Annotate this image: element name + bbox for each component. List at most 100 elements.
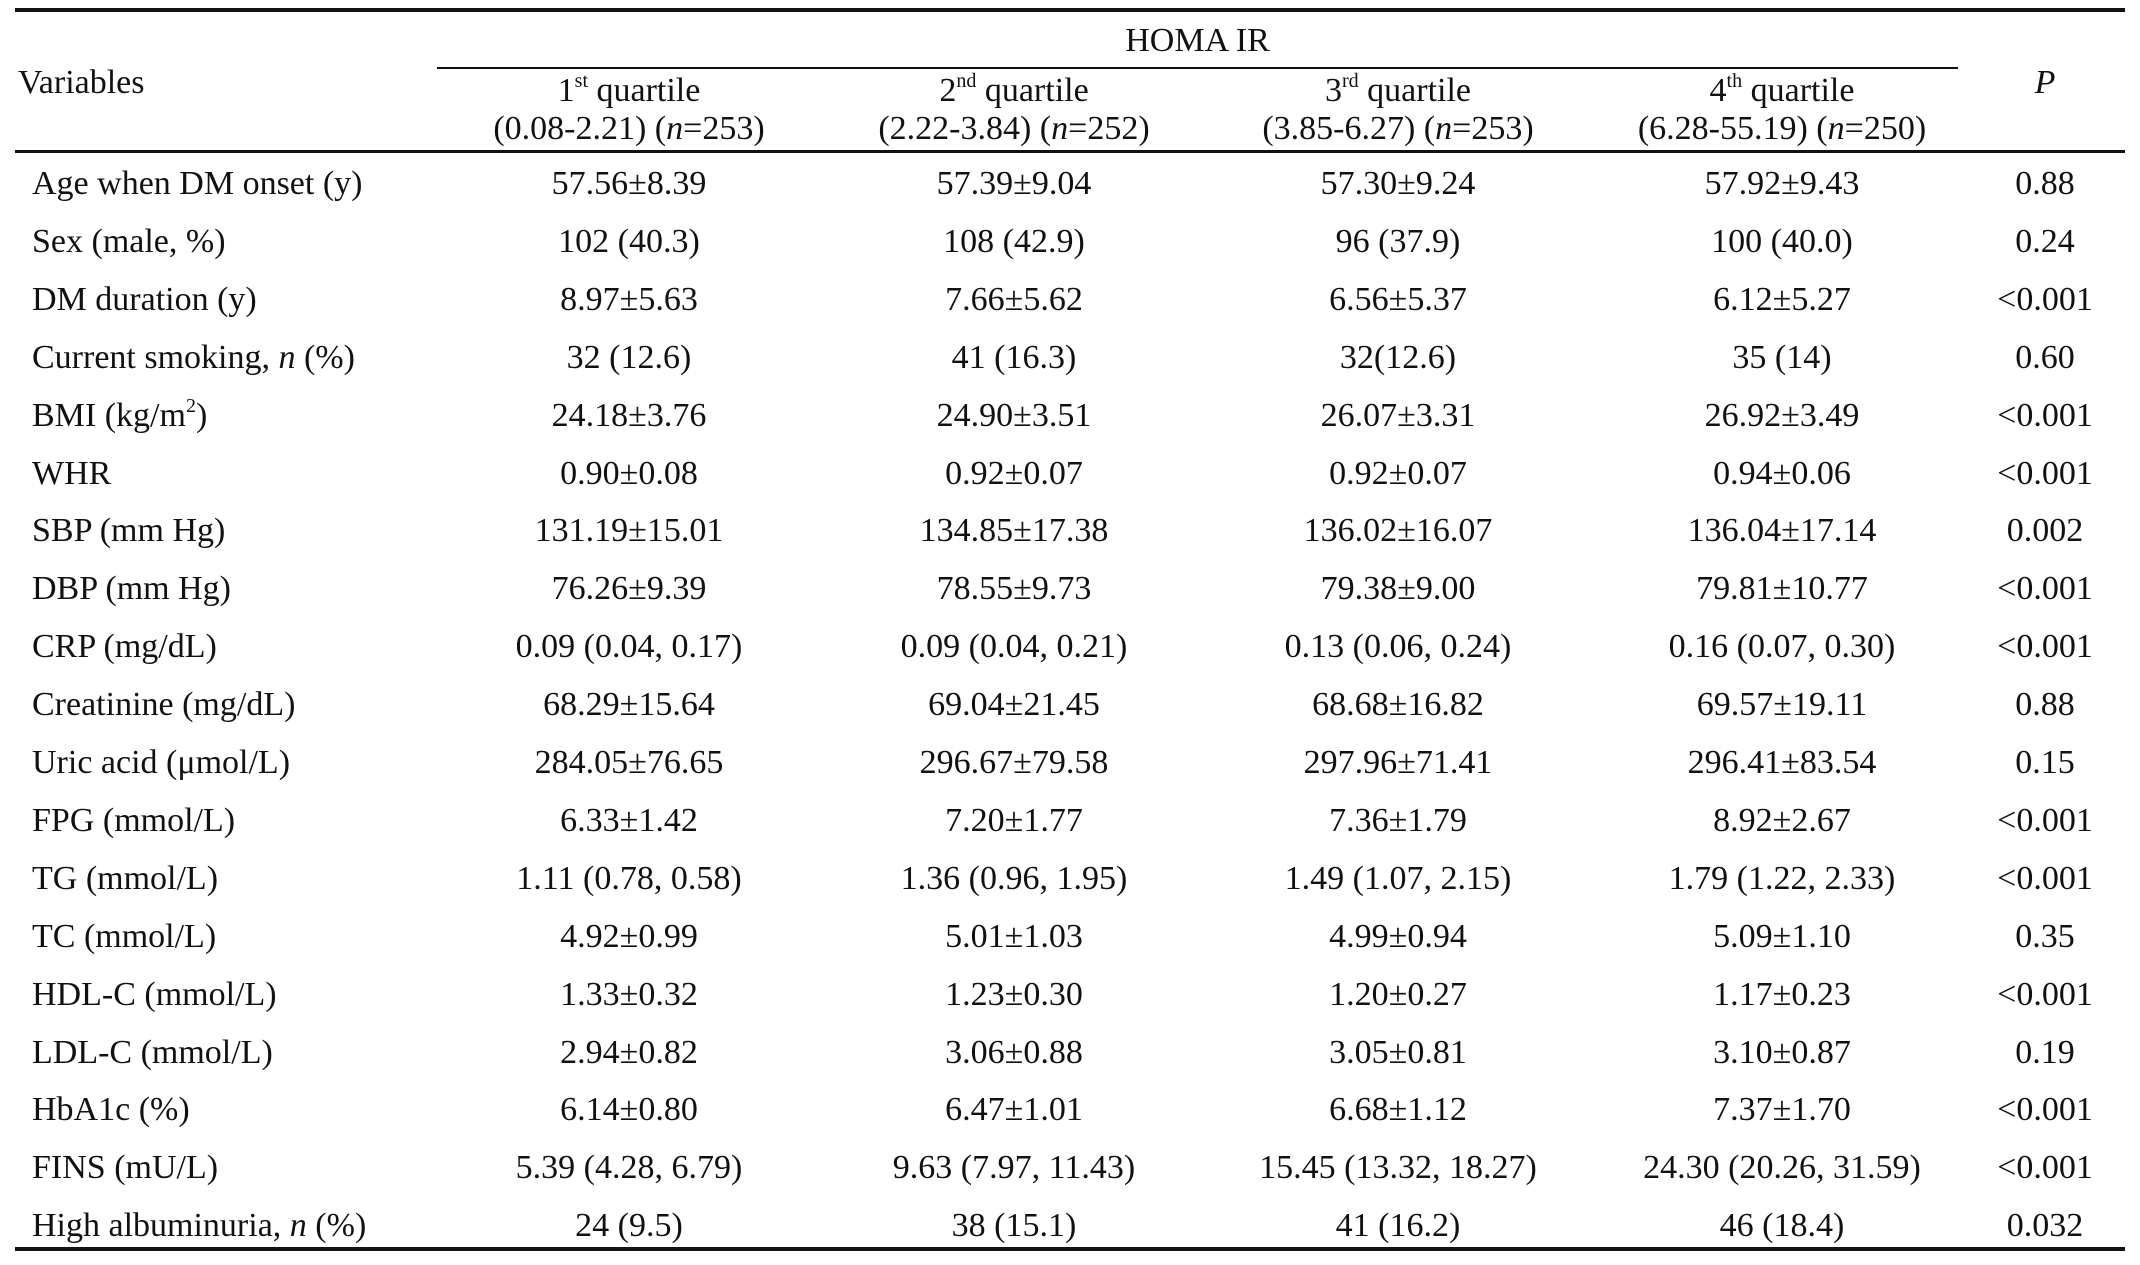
table-row: FPG (mmol/L) 6.33±1.42 7.20±1.77 7.36±1.79 8… [0,802,2140,860]
cell-quartile-1: 8.97±5.63 [560,280,698,318]
row-variable-label: SBP (mm Hg) [32,512,226,550]
header-quartile-4: 4th quartile (6.28-55.19) (n=250) [1637,70,1927,147]
row-variable-label: TG (mmol/L) [32,859,219,897]
cell-quartile-4: 0.94±0.06 [1713,454,1851,492]
cell-quartile-1: 32 (12.6) [566,338,692,376]
row-variable-label: Age when DM onset (y) [32,165,363,202]
cell-quartile-1: 4.92±0.99 [560,917,698,955]
cell-quartile-1: 2.94±0.82 [560,1033,698,1071]
table-row: Current smoking, n (%) 32 (12.6) 41 (16.3)… [0,339,2140,397]
cell-p-value: 0.24 [2015,222,2075,260]
table-row: BMI (kg/m2) 24.18±3.76 24.90±3.51 26.07±3.3… [0,396,2140,455]
table-row: LDL-C (mmol/L) 2.94±0.82 3.06±0.88 3.05±0.8… [0,1034,2140,1092]
cell-quartile-2: 108 (42.9) [943,222,1085,260]
row-variable-label: FINS (mU/L) [32,1149,219,1187]
cell-quartile-3: 68.68±16.82 [1312,686,1484,724]
table-row: HDL-C (mmol/L) 1.33±0.32 1.23±0.30 1.20±0.2… [0,976,2140,1034]
cell-p-value: 0.15 [2015,744,2075,781]
cell-quartile-2: 0.92±0.07 [945,454,1083,492]
row-variable-label: DM duration (y) [32,280,257,318]
cell-quartile-4: 1.79 (1.22, 2.33) [1668,859,1896,897]
row-variable-label: Current smoking, n (%) [32,338,355,376]
cell-quartile-4: 57.92±9.43 [1704,165,1860,202]
cell-quartile-2: 134.85±17.38 [919,512,1109,550]
cell-quartile-3: 26.07±3.31 [1320,396,1476,434]
cell-p-value: 0.88 [2015,686,2075,724]
cell-quartile-1: 1.33±0.32 [560,975,698,1013]
table-row: WHR 0.90±0.08 0.92±0.07 0.92±0.07 0.94±0.06 <… [0,455,2140,513]
header-quartile-1: 1st quartile (0.08-2.21) (n=253) [493,70,765,147]
cell-quartile-1: 24 (9.5) [575,1207,683,1245]
cell-quartile-1: 76.26±9.39 [551,570,707,608]
cell-p-value: <0.001 [1997,859,2093,897]
cell-quartile-4: 3.10±0.87 [1713,1033,1851,1071]
cell-quartile-2: 1.23±0.30 [945,975,1083,1013]
cell-quartile-2: 3.06±0.88 [945,1033,1083,1071]
bottom-rule [15,1247,2125,1251]
row-variable-label: WHR [32,454,112,492]
cell-quartile-1: 5.39 (4.28, 6.79) [515,1149,743,1187]
cell-quartile-4: 69.57±19.11 [1696,686,1868,724]
cell-p-value: 0.60 [2015,338,2075,376]
cell-quartile-2: 41 (16.3) [951,338,1077,376]
table-row: DM duration (y) 8.97±5.63 7.66±5.62 6.56±5.… [0,281,2140,339]
table-row: HbA1c (%) 6.14±0.80 6.47±1.01 6.68±1.12 7.37… [0,1091,2140,1149]
cell-quartile-1: 0.09 (0.04, 0.17) [515,628,743,666]
cell-quartile-2: 7.66±5.62 [945,280,1083,318]
table-row: Age when DM onset (y) 57.56±8.39 57.39±9.0… [0,165,2140,223]
row-variable-label: FPG (mmol/L) [32,801,236,839]
table-row: DBP (mm Hg) 76.26±9.39 78.55±9.73 79.38±9.0… [0,570,2140,628]
cell-p-value: 0.35 [2015,917,2075,955]
table-row: CRP (mg/dL) 0.09 (0.04, 0.17) 0.09 (0.04, … [0,628,2140,686]
cell-quartile-1: 68.29±15.64 [543,686,715,724]
cell-quartile-2: 0.09 (0.04, 0.21) [900,628,1128,666]
cell-quartile-4: 35 (14) [1732,338,1832,376]
cell-quartile-3: 297.96±71.41 [1303,744,1493,781]
row-variable-label: CRP (mg/dL) [32,628,217,666]
table-row: TG (mmol/L) 1.11 (0.78, 0.58) 1.36 (0.96, … [0,860,2140,918]
cell-quartile-3: 0.13 (0.06, 0.24) [1284,628,1512,666]
row-variable-label: LDL-C (mmol/L) [32,1033,273,1071]
cell-quartile-2: 57.39±9.04 [936,165,1092,202]
row-variable-label: High albuminuria, n (%) [32,1207,367,1245]
cell-quartile-4: 8.92±2.67 [1713,801,1851,839]
cell-quartile-1: 1.11 (0.78, 0.58) [516,859,742,897]
table-row: Creatinine (mg/dL) 68.29±15.64 69.04±21.45… [0,686,2140,744]
cell-quartile-1: 0.90±0.08 [560,454,698,492]
cell-quartile-3: 1.20±0.27 [1329,975,1467,1013]
header-group-homa-ir: HOMA IR [1125,22,1270,59]
cell-quartile-2: 296.67±79.58 [919,744,1109,781]
cell-quartile-3: 41 (16.2) [1335,1207,1461,1245]
cell-quartile-4: 46 (18.4) [1719,1207,1845,1245]
cell-quartile-4: 24.30 (20.26, 31.59) [1643,1149,1921,1187]
cell-quartile-1: 24.18±3.76 [551,396,707,434]
cell-quartile-3: 136.02±16.07 [1303,512,1493,550]
header-rule [15,150,2125,153]
cell-p-value: <0.001 [1997,975,2093,1013]
cell-quartile-4: 1.17±0.23 [1713,975,1851,1013]
cell-p-value: <0.001 [1997,454,2093,492]
table-row: FINS (mU/L) 5.39 (4.28, 6.79) 9.63 (7.97, … [0,1149,2140,1207]
header-variables: Variables [18,64,145,101]
cell-p-value: 0.19 [2015,1033,2075,1071]
cell-quartile-2: 24.90±3.51 [936,396,1092,434]
cell-quartile-1: 6.33±1.42 [560,801,698,839]
cell-quartile-2: 38 (15.1) [951,1207,1077,1245]
cell-quartile-1: 57.56±8.39 [551,165,707,202]
cell-p-value: <0.001 [1997,280,2093,318]
row-variable-label: DBP (mm Hg) [32,570,231,608]
table-row: Sex (male, %) 102 (40.3) 108 (42.9) 96 (37.… [0,223,2140,281]
cell-quartile-4: 0.16 (0.07, 0.30) [1668,628,1896,666]
cell-quartile-3: 96 (37.9) [1335,222,1461,260]
group-span-rule [437,67,1958,69]
cell-p-value: <0.001 [1997,570,2093,608]
row-variable-label: TC (mmol/L) [32,917,217,955]
top-rule [15,8,2125,12]
cell-quartile-3: 32(12.6) [1339,338,1457,376]
cell-quartile-3: 0.92±0.07 [1329,454,1467,492]
cell-quartile-3: 57.30±9.24 [1320,165,1476,202]
cell-quartile-2: 1.36 (0.96, 1.95) [900,859,1128,897]
cell-p-value: <0.001 [1997,396,2093,434]
cell-quartile-1: 284.05±76.65 [534,744,724,781]
